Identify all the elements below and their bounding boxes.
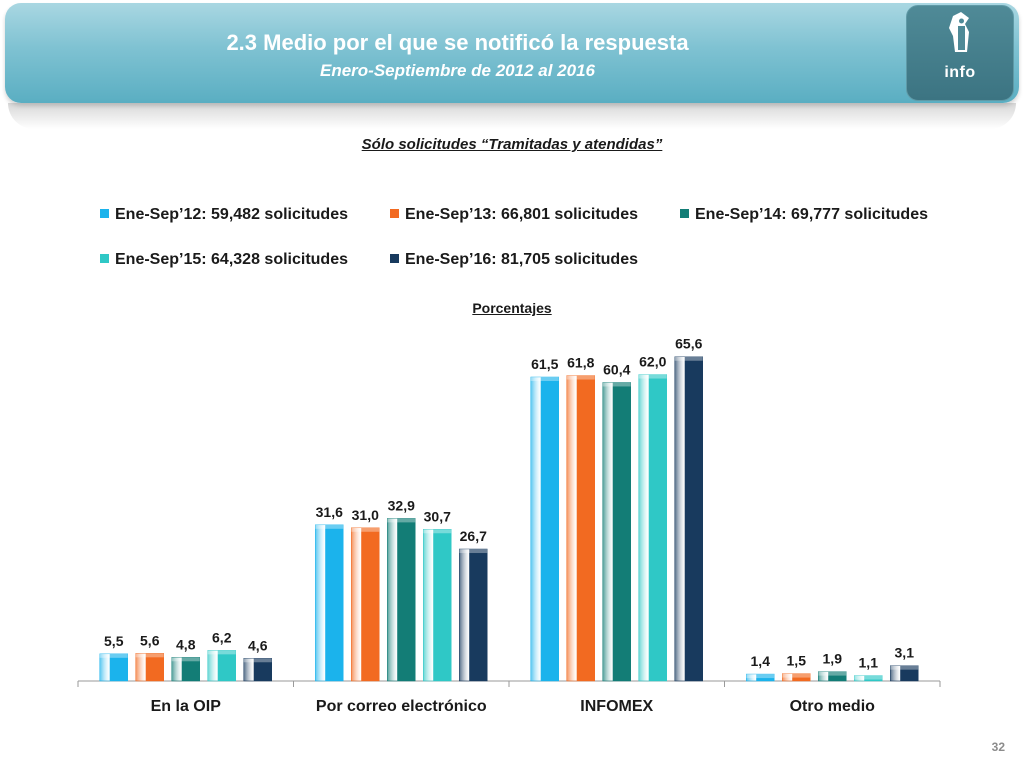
bar-cap bbox=[315, 524, 344, 529]
legend-swatch bbox=[100, 209, 109, 218]
bar-chart: 5,5 5,6 4,8 6,2 4,6 En la OIP 31,6 31,0 32,9 30,7… bbox=[77, 336, 941, 715]
data-label: 61,8 bbox=[567, 355, 594, 371]
data-label: 62,0 bbox=[639, 354, 666, 370]
data-label: 1,1 bbox=[859, 655, 879, 671]
bar-cap bbox=[782, 673, 811, 678]
legend-item: Ene-Sep’16: 81,705 solicitudes bbox=[390, 251, 638, 269]
category-label: Por correo electrónico bbox=[316, 698, 487, 715]
bar-cap bbox=[171, 657, 200, 662]
bar bbox=[315, 524, 344, 682]
legend-swatch bbox=[390, 209, 399, 218]
bar bbox=[818, 671, 847, 682]
data-label: 6,2 bbox=[212, 629, 232, 645]
data-label: 65,6 bbox=[675, 336, 702, 352]
bar bbox=[351, 527, 380, 682]
data-label: 1,4 bbox=[751, 653, 771, 669]
legend-swatch bbox=[100, 254, 109, 263]
bar-cap bbox=[638, 374, 667, 379]
legend-item: Ene-Sep’12: 59,482 solicitudes bbox=[100, 206, 348, 224]
bar bbox=[674, 356, 703, 682]
data-label: 32,9 bbox=[388, 497, 415, 513]
bar-cap bbox=[135, 653, 164, 658]
data-label: 4,8 bbox=[176, 636, 196, 652]
legend-label: Ene-Sep’14: 69,777 solicitudes bbox=[695, 206, 928, 223]
data-label: 60,4 bbox=[603, 361, 630, 377]
bar bbox=[746, 673, 775, 682]
bar bbox=[423, 529, 452, 682]
filter-note: Sólo solicitudes “Tramitadas y atendidas… bbox=[361, 136, 663, 153]
bar bbox=[890, 665, 919, 682]
logo-emblem-icon bbox=[949, 12, 969, 52]
bar-cap bbox=[459, 549, 488, 554]
bar-cap bbox=[530, 377, 559, 382]
data-label: 3,1 bbox=[895, 645, 915, 661]
bar bbox=[782, 673, 811, 682]
slide-header bbox=[5, 3, 1019, 103]
bar bbox=[530, 376, 559, 682]
data-label: 31,6 bbox=[316, 504, 343, 520]
legend-item: Ene-Sep’15: 64,328 solicitudes bbox=[100, 251, 348, 269]
data-label: 5,6 bbox=[140, 632, 160, 648]
bar-cap bbox=[890, 665, 919, 670]
bar-cap bbox=[243, 658, 272, 663]
legend-item: Ene-Sep’13: 66,801 solicitudes bbox=[390, 206, 638, 224]
infodf-logo: info bbox=[906, 5, 1014, 101]
units-label: Porcentajes bbox=[472, 300, 552, 316]
slide-subtitle: Enero-Septiembre de 2012 al 2016 bbox=[320, 61, 595, 80]
bar-cap bbox=[746, 674, 775, 679]
logo-text: info bbox=[944, 64, 976, 81]
bar bbox=[243, 658, 272, 682]
bar bbox=[99, 653, 128, 682]
data-label: 5,5 bbox=[104, 633, 124, 649]
bar-cap bbox=[207, 650, 236, 655]
bar bbox=[135, 653, 164, 682]
category-label: INFOMEX bbox=[580, 698, 653, 715]
data-label: 26,7 bbox=[460, 528, 487, 544]
bar bbox=[387, 518, 416, 682]
bar-cap bbox=[818, 671, 847, 676]
data-label: 1,5 bbox=[787, 653, 807, 669]
bar bbox=[171, 657, 200, 682]
legend-swatch bbox=[680, 209, 689, 218]
data-label: 30,7 bbox=[424, 508, 451, 524]
bar bbox=[459, 548, 488, 682]
legend-label: Ene-Sep’16: 81,705 solicitudes bbox=[405, 251, 638, 268]
legend-label: Ene-Sep’13: 66,801 solicitudes bbox=[405, 206, 638, 223]
bar bbox=[207, 650, 236, 682]
legend-item: Ene-Sep’14: 69,777 solicitudes bbox=[680, 206, 928, 224]
legend-label: Ene-Sep’15: 64,328 solicitudes bbox=[115, 251, 348, 268]
bar-cap bbox=[854, 675, 883, 680]
data-label: 4,6 bbox=[248, 637, 268, 653]
legend-label: Ene-Sep’12: 59,482 solicitudes bbox=[115, 206, 348, 223]
page-number: 32 bbox=[991, 740, 1005, 754]
bar-cap bbox=[674, 356, 703, 361]
legend-swatch bbox=[390, 254, 399, 263]
bar-cap bbox=[351, 527, 380, 532]
data-label: 61,5 bbox=[531, 356, 558, 372]
bar-cap bbox=[602, 382, 631, 387]
category-label: En la OIP bbox=[151, 698, 222, 715]
bar bbox=[602, 382, 631, 682]
bar-cap bbox=[99, 653, 128, 658]
data-label: 1,9 bbox=[823, 651, 843, 667]
category-label: Otro medio bbox=[790, 698, 876, 715]
bar bbox=[854, 675, 883, 682]
bar bbox=[638, 374, 667, 682]
bar bbox=[566, 375, 595, 682]
header-shadow bbox=[8, 103, 1016, 129]
data-label: 31,0 bbox=[352, 507, 379, 523]
bar-cap bbox=[566, 375, 595, 380]
slide-title: 2.3 Medio por el que se notificó la resp… bbox=[226, 30, 689, 55]
bar-cap bbox=[387, 518, 416, 523]
bar-cap bbox=[423, 529, 452, 534]
